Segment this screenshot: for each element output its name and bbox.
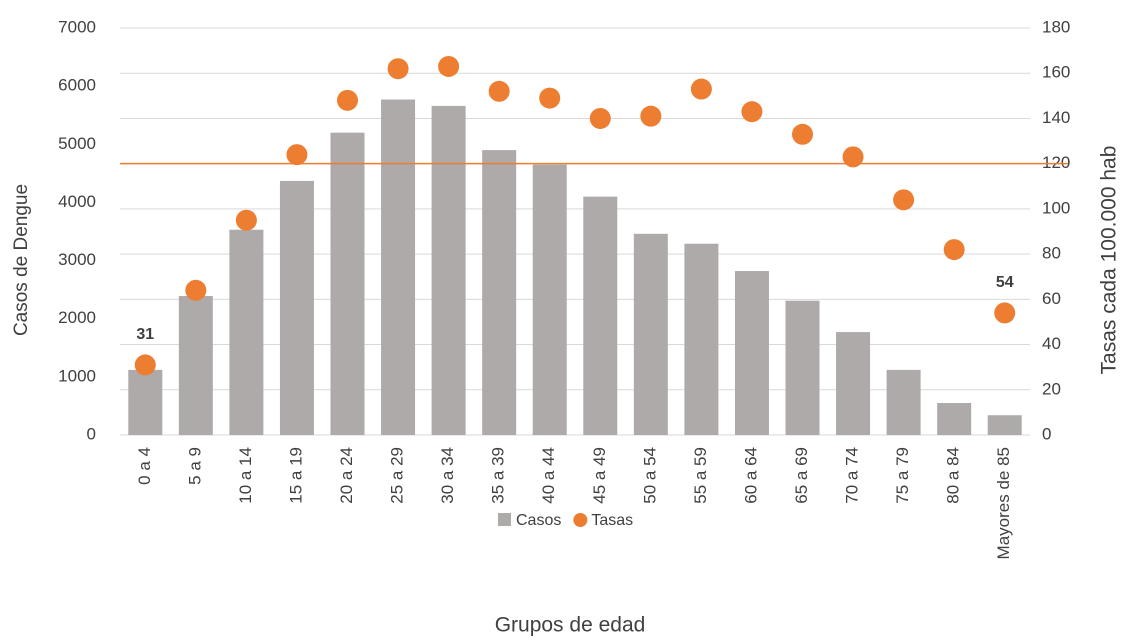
bar <box>684 243 719 435</box>
rate-point <box>943 239 965 261</box>
y-tick-label: 7000 <box>58 17 96 36</box>
legend-marker <box>498 513 511 526</box>
bar <box>785 300 820 435</box>
y2-tick-label: 0 <box>1042 424 1051 443</box>
x-tick-label: 45 a 49 <box>590 447 609 504</box>
y-axis-title: Casos de Dengue <box>11 184 32 336</box>
y2-tick-label: 120 <box>1042 153 1070 172</box>
y-tick-label: 4000 <box>58 192 96 211</box>
rate-point <box>842 146 864 168</box>
x-tick-label: 15 a 19 <box>286 447 305 504</box>
bar <box>633 233 668 435</box>
bar <box>987 415 1022 435</box>
y2-tick-label: 160 <box>1042 63 1070 82</box>
rate-point <box>488 80 510 102</box>
bar <box>734 271 769 435</box>
x-tick-label: 80 a 84 <box>944 447 963 504</box>
x-tick-label: 10 a 14 <box>236 447 255 504</box>
rate-point <box>337 89 358 111</box>
rate-point <box>438 55 460 77</box>
y-tick-label: 3000 <box>58 250 96 269</box>
bar <box>381 99 416 435</box>
x-tick-label: 25 a 29 <box>388 447 407 504</box>
x-tick-label: Mayores de 85 <box>994 447 1013 559</box>
y2-tick-label: 140 <box>1042 108 1070 127</box>
x-tick-label: 65 a 69 <box>792 447 811 504</box>
x-tick-label: 50 a 54 <box>640 447 659 504</box>
y-tick-label: 1000 <box>58 366 96 385</box>
bar <box>583 196 618 435</box>
x-tick-label: 40 a 44 <box>539 447 558 504</box>
x-tick-label: 30 a 34 <box>438 447 457 504</box>
y-tick-label: 6000 <box>58 76 96 95</box>
x-tick-label: 70 a 74 <box>843 447 862 504</box>
bar <box>836 332 871 435</box>
y-tick-label: 5000 <box>58 134 96 153</box>
x-tick-label: 55 a 59 <box>691 447 710 504</box>
rate-point <box>741 101 763 123</box>
rate-point <box>387 58 409 80</box>
x-tick-label: 20 a 24 <box>337 447 356 504</box>
rate-point <box>286 144 308 166</box>
y-tick-label: 0 <box>87 424 96 443</box>
x-axis-title: Grupos de edad <box>495 614 646 637</box>
bar <box>431 105 466 435</box>
rate-point <box>539 87 561 109</box>
y2-tick-label: 80 <box>1042 244 1061 263</box>
x-tick-label: 75 a 79 <box>893 447 912 504</box>
legend-label: Tasas <box>591 512 633 529</box>
y2-tick-label: 180 <box>1042 17 1070 36</box>
y2-tick-label: 100 <box>1042 198 1070 217</box>
y2-tick-label: 40 <box>1042 334 1061 353</box>
rate-point <box>893 189 915 211</box>
rate-point <box>589 107 611 129</box>
data-label: 31 <box>136 326 154 343</box>
x-tick-label: 60 a 64 <box>741 447 760 504</box>
legend-marker <box>573 513 588 527</box>
x-tick-label: 0 a 4 <box>135 447 154 485</box>
rate-point <box>185 279 207 301</box>
bar <box>330 132 365 435</box>
y2-tick-label: 60 <box>1042 289 1061 308</box>
rate-point <box>994 302 1016 324</box>
bar <box>178 296 213 435</box>
bar <box>937 403 972 435</box>
bar <box>279 180 314 435</box>
y2-tick-label: 20 <box>1042 379 1061 398</box>
data-label: 54 <box>996 274 1014 291</box>
y-tick-label: 2000 <box>58 308 96 327</box>
rate-point <box>792 123 813 145</box>
rate-point <box>640 105 662 127</box>
x-tick-label: 5 a 9 <box>185 447 204 485</box>
rate-point <box>134 354 156 376</box>
rate-point <box>235 209 257 231</box>
y2-axis-title: Tasas cada 100.000 hab <box>1098 146 1121 375</box>
bar <box>229 229 264 435</box>
x-tick-label: 35 a 39 <box>489 447 508 504</box>
bar <box>886 369 921 435</box>
bar <box>482 150 517 435</box>
legend-label: Casos <box>516 512 561 529</box>
bar <box>128 369 163 435</box>
rate-point <box>690 78 712 100</box>
bar <box>532 164 567 435</box>
